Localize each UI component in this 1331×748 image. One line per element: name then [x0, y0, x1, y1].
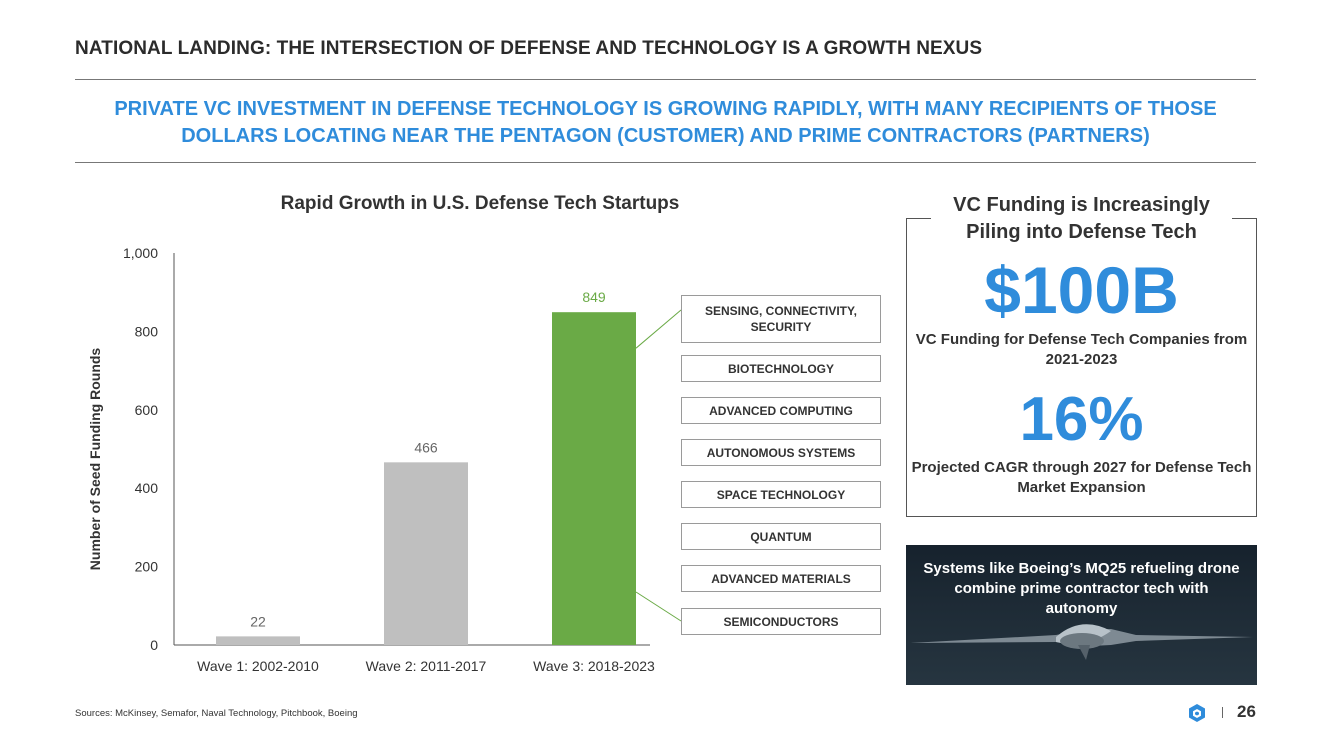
chart-title: Rapid Growth in U.S. Defense Tech Startu… [280, 193, 680, 214]
y-tick-label: 400 [135, 480, 159, 496]
photo-caption: Systems like Boeing’s MQ25 refueling dro… [923, 560, 1240, 617]
bar-value-label: 22 [250, 613, 266, 629]
bar-value-label: 849 [582, 289, 606, 305]
panel-border-right [1232, 218, 1257, 219]
page-subheadline: PRIVATE VC INVESTMENT IN DEFENSE TECHNOL… [75, 96, 1256, 150]
category-box: ADVANCED MATERIALS [681, 565, 881, 592]
subheadline-line-1: PRIVATE VC INVESTMENT IN DEFENSE TECHNOL… [114, 98, 1217, 120]
callout-line-bottom [635, 591, 682, 622]
category-box: SENSING, CONNECTIVITY, SECURITY [681, 295, 881, 343]
bar [384, 462, 468, 645]
category-box: SEMICONDUCTORS [681, 608, 881, 635]
panel-border-left [906, 218, 931, 219]
page-number: 26 [1237, 702, 1256, 721]
category-box: QUANTUM [681, 523, 881, 550]
y-tick-label: 200 [135, 559, 159, 575]
x-tick-label: Wave 3: 2018-2023 [533, 658, 655, 674]
headline-divider [75, 79, 1256, 80]
category-box: BIOTECHNOLOGY [681, 355, 881, 382]
y-axis-title: Number of Seed Funding Rounds [87, 348, 103, 571]
subheadline-line-2: DOLLARS LOCATING NEAR THE PENTAGON (CUST… [181, 125, 1150, 147]
mq25-drone-photo: Systems like Boeing’s MQ25 refueling dro… [906, 545, 1257, 685]
stat-cagr-value: 16% [1019, 385, 1144, 454]
brand-logo-icon [1189, 704, 1205, 722]
stat-100b-label: VC Funding for Defense Tech Companies fr… [915, 331, 1248, 368]
callout-line-top [635, 309, 682, 349]
category-box: SPACE TECHNOLOGY [681, 481, 881, 508]
bar [552, 312, 636, 645]
bar-value-label: 466 [414, 439, 438, 455]
y-tick-label: 0 [150, 637, 158, 653]
stat-100b-value: $100B [984, 253, 1179, 327]
x-tick-label: Wave 2: 2011-2017 [366, 658, 487, 674]
vc-panel-title: VC Funding is Increasingly Piling into D… [931, 192, 1232, 246]
x-tick-label: Wave 1: 2002-2010 [197, 658, 319, 674]
y-tick-label: 800 [135, 323, 159, 339]
category-box: AUTONOMOUS SYSTEMS [681, 439, 881, 466]
vc-funding-panel [906, 218, 1257, 517]
page-headline: NATIONAL LANDING: THE INTERSECTION OF DE… [75, 38, 983, 59]
drone-illustration [910, 624, 1253, 660]
bar [216, 636, 300, 645]
stat-cagr-label: Projected CAGR through 2027 for Defense … [911, 459, 1252, 496]
sources-note: Sources: McKinsey, Semafor, Naval Techno… [75, 708, 358, 719]
page-number-separator [1222, 707, 1223, 718]
category-box: ADVANCED COMPUTING [681, 397, 881, 424]
y-tick-label: 600 [135, 402, 159, 418]
subheadline-divider [75, 162, 1256, 163]
y-tick-label: 1,000 [123, 245, 158, 261]
